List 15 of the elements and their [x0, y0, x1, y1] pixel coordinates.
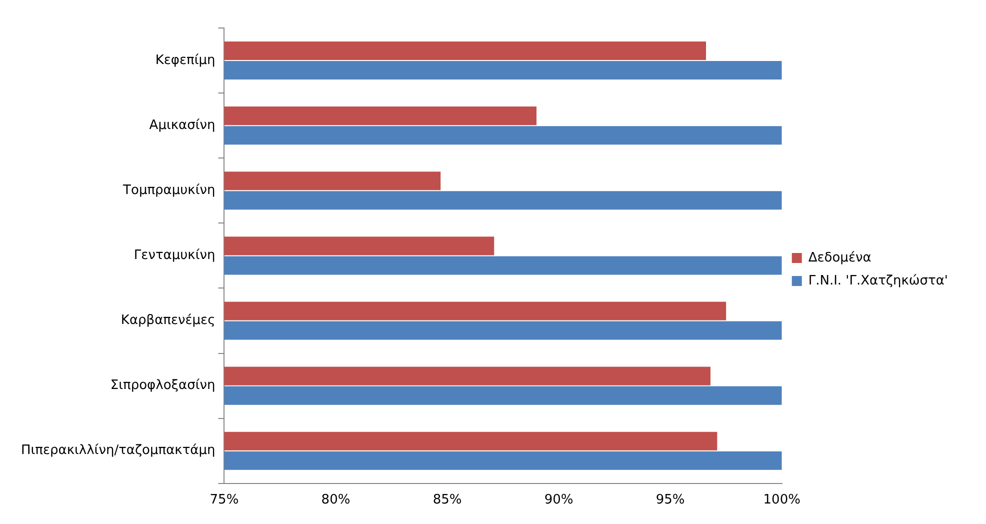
- y-tick-label: Σιπροφλοξασίνη: [110, 378, 216, 394]
- x-tick-label: 100%: [763, 492, 800, 508]
- x-tick-label: 80%: [321, 492, 350, 508]
- y-tick-label: Αμικασίνη: [149, 118, 216, 133]
- legend-label: Δεδομένα: [808, 250, 872, 266]
- legend-label: Γ.Ν.Ι. 'Γ.Χατζηκώστα': [808, 273, 948, 288]
- y-tick-label: Πιπερακιλλίνη/ταζομπακτάμη: [21, 443, 216, 458]
- x-tick-label: 75%: [210, 492, 239, 508]
- x-tick-label: 90%: [544, 492, 574, 508]
- x-tick-label: 85%: [432, 492, 462, 508]
- y-tick-label: Καρβαπενέμες: [120, 313, 216, 328]
- y-tick-label: Τομπραμυκίνη: [122, 183, 216, 198]
- y-tick-label: Κεφεπίμη: [155, 52, 216, 68]
- x-tick-label: 95%: [656, 492, 685, 508]
- y-tick-label: Γενταμυκίνη: [134, 248, 216, 264]
